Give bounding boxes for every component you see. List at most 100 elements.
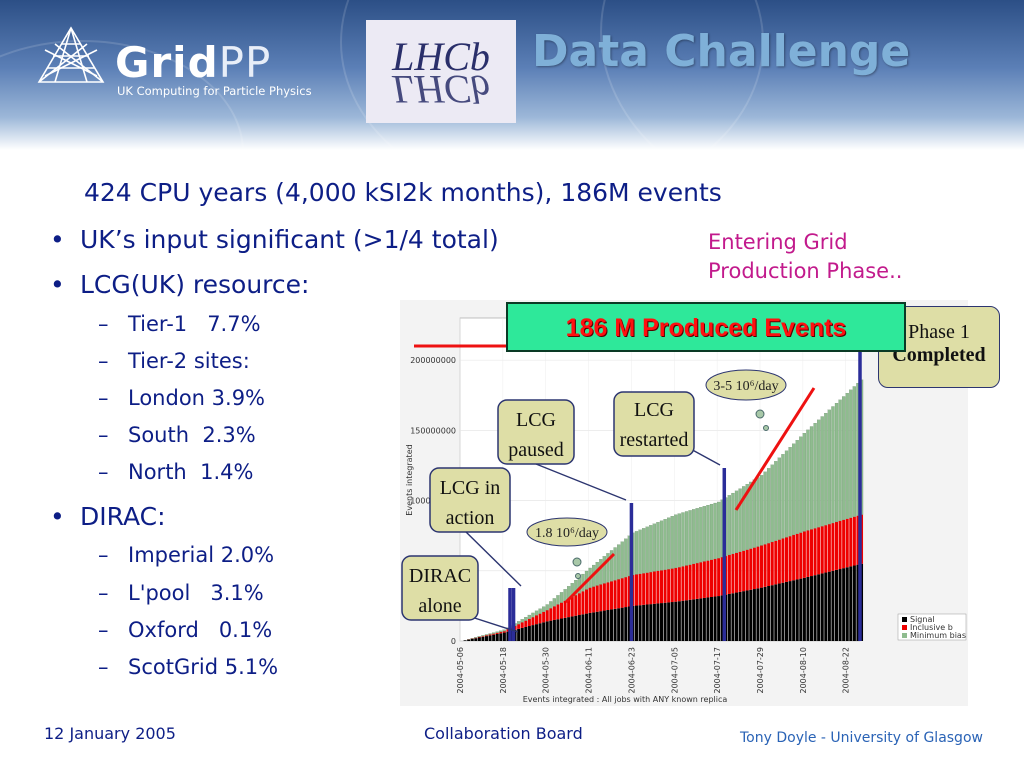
bar-segment-minimum-bias bbox=[774, 461, 778, 541]
bar-segment-signal bbox=[760, 587, 764, 641]
dash-symbol: – bbox=[98, 618, 109, 642]
bar-segment-signal bbox=[610, 609, 614, 641]
bar-segment-minimum-bias bbox=[549, 601, 553, 609]
bar-segment-inclusive-b bbox=[502, 631, 506, 633]
bar-segment-inclusive-b bbox=[767, 543, 771, 586]
x-tick-label: 2004-05-18 bbox=[499, 647, 508, 694]
bar-segment-minimum-bias bbox=[742, 486, 746, 551]
bar-segment-minimum-bias bbox=[763, 471, 767, 545]
x-axis-label: Events integrated : All jobs with ANY kn… bbox=[523, 695, 728, 704]
bar-segment-signal bbox=[670, 602, 674, 641]
bar-segment-minimum-bias bbox=[813, 423, 817, 529]
bar-segment-inclusive-b bbox=[781, 538, 785, 583]
bar-segment-signal bbox=[770, 585, 774, 641]
bar-segment-inclusive-b bbox=[520, 622, 524, 628]
bullet-symbol: • bbox=[50, 270, 65, 299]
bar-segment-signal bbox=[517, 628, 521, 641]
bar-segment-minimum-bias bbox=[609, 550, 614, 582]
bar-segment-signal bbox=[720, 595, 724, 641]
bar-segment-signal bbox=[627, 606, 631, 641]
list-item-text: Imperial 2.0% bbox=[128, 543, 275, 567]
bar-segment-inclusive-b bbox=[517, 624, 521, 629]
bar-segment-minimum-bias bbox=[777, 457, 781, 540]
bar-segment-minimum-bias bbox=[545, 604, 549, 611]
bar-segment-inclusive-b bbox=[849, 517, 853, 567]
bar-segment-signal bbox=[602, 610, 606, 641]
bar-segment-inclusive-b bbox=[777, 539, 781, 584]
bar-segment-inclusive-b bbox=[674, 567, 678, 602]
bar-segment-minimum-bias bbox=[559, 592, 564, 603]
bar-segment-signal bbox=[595, 611, 599, 641]
dash-symbol: – bbox=[98, 655, 109, 679]
callout-lcg-paused-line1: LCG bbox=[516, 409, 556, 431]
bar-segment-inclusive-b bbox=[481, 636, 485, 637]
bar-segment-inclusive-b bbox=[610, 581, 614, 610]
bar-segment-signal bbox=[774, 584, 778, 641]
bar-segment-minimum-bias bbox=[692, 509, 696, 564]
bar-segment-signal bbox=[638, 605, 642, 641]
bar-segment-signal bbox=[820, 573, 824, 641]
bar-segment-signal bbox=[831, 570, 835, 641]
bar-segment-minimum-bias bbox=[738, 488, 742, 552]
bullet-text: UK’s input significant (>1/4 total) bbox=[80, 225, 499, 254]
bar-segment-minimum-bias bbox=[574, 580, 578, 596]
bar-segment-signal bbox=[692, 599, 696, 641]
bar-segment-inclusive-b bbox=[592, 586, 596, 613]
rate-bubble-low-text: 1.8 10⁶/day bbox=[535, 526, 599, 541]
bar-segment-minimum-bias bbox=[634, 531, 639, 575]
bar-segment-inclusive-b bbox=[727, 554, 731, 594]
list-item: – Oxford 0.1% bbox=[98, 618, 272, 642]
list-item: – Imperial 2.0% bbox=[98, 543, 274, 567]
list-item-text: Tier-2 sites: bbox=[128, 349, 250, 373]
rate-bubble-low bbox=[526, 517, 608, 547]
x-tick-label: 2004-08-10 bbox=[799, 647, 808, 694]
bar-segment-inclusive-b bbox=[692, 563, 696, 600]
bar-segment-inclusive-b bbox=[731, 553, 735, 594]
bar-segment-minimum-bias bbox=[849, 389, 853, 518]
bar-segment-signal bbox=[635, 605, 639, 641]
bar-segment-minimum-bias bbox=[538, 608, 542, 614]
bar-segment-minimum-bias bbox=[492, 632, 496, 634]
bar-segment-inclusive-b bbox=[527, 618, 531, 627]
bar-segment-signal bbox=[652, 603, 656, 641]
lhcb-logo-graphic: LHCb LHCb bbox=[391, 34, 490, 112]
bar-segment-inclusive-b bbox=[677, 567, 681, 602]
bar-segment-signal bbox=[499, 633, 503, 641]
bar-segment-inclusive-b bbox=[552, 606, 556, 620]
bar-segment-inclusive-b bbox=[713, 558, 717, 597]
bar-segment-minimum-bias bbox=[552, 598, 556, 607]
bar-segment-inclusive-b bbox=[585, 589, 589, 614]
bar-segment-minimum-bias bbox=[799, 436, 803, 533]
bar-segment-signal bbox=[481, 636, 485, 641]
footer-author: Tony Doyle - University of Glasgow bbox=[740, 730, 983, 746]
bar-segment-inclusive-b bbox=[824, 525, 828, 573]
bar-segment-inclusive-b bbox=[638, 573, 642, 606]
bar-segment-signal bbox=[810, 576, 814, 641]
bar-segment-inclusive-b bbox=[542, 611, 546, 623]
bar-segment-inclusive-b bbox=[556, 604, 560, 620]
bullet-text: LCG(UK) resource: bbox=[80, 270, 310, 299]
bullet-dirac: • DIRAC: bbox=[50, 502, 166, 531]
bar-segment-signal bbox=[617, 608, 621, 641]
bar-segment-inclusive-b bbox=[656, 570, 660, 604]
page-title: Data Challenge bbox=[532, 26, 911, 77]
bar-segment-minimum-bias bbox=[695, 508, 699, 564]
bar-segment-signal bbox=[542, 622, 546, 641]
bar-segment-signal bbox=[495, 633, 499, 641]
bar-segment-minimum-bias bbox=[677, 513, 681, 568]
bar-segment-signal bbox=[781, 582, 785, 641]
bar-segment-minimum-bias bbox=[624, 538, 628, 578]
intro-line: 424 CPU years (4,000 kSI2k months), 186M… bbox=[84, 178, 722, 207]
bar-segment-inclusive-b bbox=[763, 544, 767, 587]
bar-segment-signal bbox=[477, 637, 481, 641]
bar-segment-signal bbox=[663, 602, 667, 641]
callout-dirac-alone-line1: DIRAC bbox=[409, 565, 471, 587]
bar-segment-inclusive-b bbox=[577, 593, 581, 616]
bar-segment-inclusive-b bbox=[820, 526, 824, 574]
callout-lcg-in-action-line1: LCG in bbox=[440, 477, 501, 499]
bar-segment-signal bbox=[538, 623, 542, 641]
bar-segment-inclusive-b bbox=[663, 569, 667, 603]
bar-segment-minimum-bias bbox=[495, 631, 499, 633]
bar-segment-signal bbox=[606, 609, 610, 641]
bar-segment-inclusive-b bbox=[792, 534, 796, 581]
